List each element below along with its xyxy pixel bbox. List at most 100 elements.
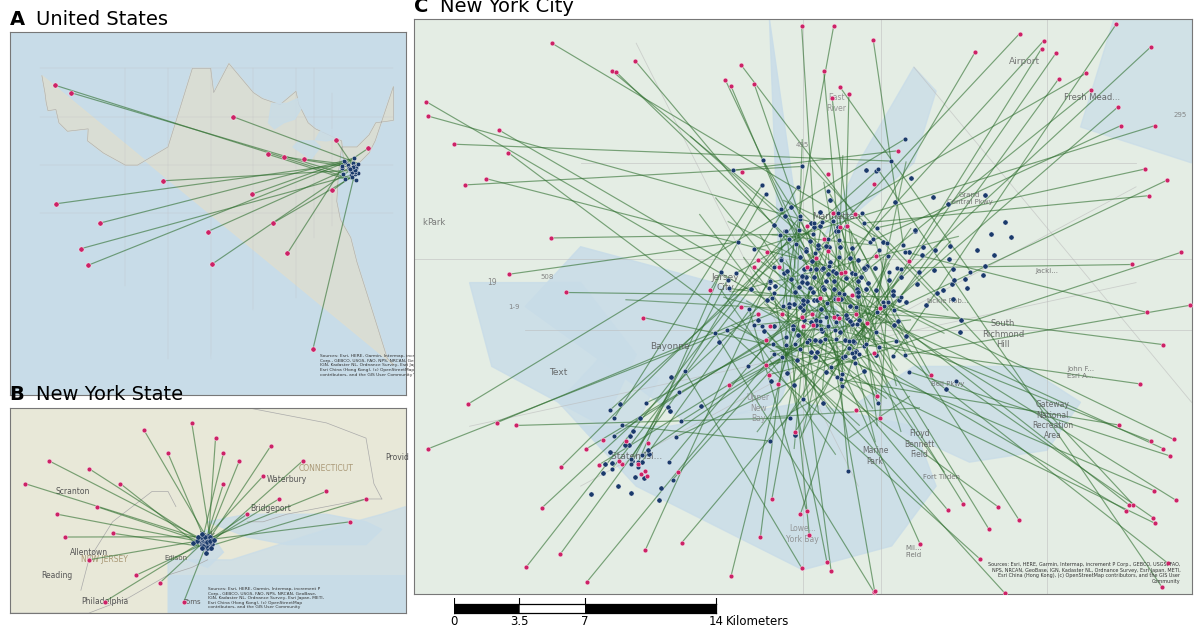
Text: Sources: Esri, HERE, Garmin, Intermap, increment P
Corp., GEBCO, USGS, FAO, NPS,: Sources: Esri, HERE, Garmin, Intermap, i… <box>320 354 437 377</box>
Point <box>1159 559 1178 569</box>
Text: Park: Park <box>427 218 445 227</box>
Point <box>800 347 820 358</box>
Text: A: A <box>10 10 25 29</box>
Point <box>874 300 893 311</box>
Text: Lowe...
York Bay: Lowe... York Bay <box>786 525 820 544</box>
Point <box>1106 19 1126 29</box>
Text: Marine
Park: Marine Park <box>862 446 888 466</box>
Point <box>896 297 916 307</box>
Point <box>818 186 838 196</box>
Point <box>193 533 212 543</box>
Point <box>833 381 852 391</box>
Point <box>883 286 902 296</box>
Point <box>810 336 829 346</box>
Point <box>844 352 863 362</box>
Point <box>864 35 883 45</box>
Point <box>866 307 886 317</box>
Point <box>732 166 751 177</box>
Point <box>816 240 835 250</box>
Point <box>803 287 822 297</box>
Point <box>848 275 868 286</box>
Point <box>869 342 888 352</box>
Point <box>95 596 114 607</box>
Point <box>346 169 365 179</box>
Point <box>344 153 364 163</box>
Point <box>827 317 846 327</box>
Point <box>196 541 215 551</box>
Point <box>718 275 737 285</box>
Point <box>791 252 810 262</box>
Point <box>820 241 839 252</box>
Point <box>869 245 888 256</box>
Point <box>342 166 361 177</box>
Point <box>551 549 570 559</box>
Point <box>340 165 359 175</box>
Point <box>905 226 924 236</box>
Text: Provid: Provid <box>385 453 409 462</box>
Point <box>814 66 833 76</box>
Text: Bayonne: Bayonne <box>649 342 689 351</box>
Point <box>719 283 738 293</box>
Text: 0: 0 <box>450 615 457 629</box>
Point <box>198 534 217 544</box>
Point <box>976 190 995 200</box>
Point <box>826 294 845 304</box>
Point <box>629 462 648 473</box>
Point <box>199 539 218 549</box>
Point <box>976 261 995 271</box>
Point <box>48 509 67 519</box>
Point <box>192 542 211 553</box>
Point <box>764 288 784 299</box>
Point <box>203 535 222 546</box>
Point <box>346 175 365 186</box>
Point <box>1139 191 1158 201</box>
Point <box>103 528 122 539</box>
Point <box>629 456 648 467</box>
Point <box>878 297 898 307</box>
Point <box>828 225 847 236</box>
Point <box>738 360 757 370</box>
Point <box>894 239 913 250</box>
Text: Scranton: Scranton <box>55 487 90 496</box>
Point <box>1009 515 1028 525</box>
Point <box>808 243 827 254</box>
Point <box>622 459 641 469</box>
Point <box>840 317 859 327</box>
Point <box>622 454 641 464</box>
Point <box>944 293 964 304</box>
Point <box>839 465 858 476</box>
Point <box>814 282 833 293</box>
Point <box>824 21 844 31</box>
Point <box>845 347 864 357</box>
Point <box>864 178 883 189</box>
Point <box>868 397 887 408</box>
Point <box>776 226 796 236</box>
Point <box>882 156 901 166</box>
Polygon shape <box>584 603 716 612</box>
Point <box>238 509 257 519</box>
Point <box>812 264 832 274</box>
Point <box>866 251 886 261</box>
Point <box>955 273 974 284</box>
Point <box>676 366 695 376</box>
Point <box>214 479 233 489</box>
Point <box>326 135 346 145</box>
Point <box>79 464 98 474</box>
Point <box>806 315 826 325</box>
Text: 508: 508 <box>541 273 554 280</box>
Point <box>823 208 842 218</box>
Point <box>332 163 352 173</box>
Point <box>803 309 822 319</box>
Point <box>593 467 612 478</box>
Point <box>197 537 216 547</box>
Point <box>752 180 772 190</box>
Point <box>829 252 848 263</box>
Point <box>791 344 810 354</box>
Point <box>791 214 810 224</box>
Point <box>910 267 929 277</box>
Point <box>806 265 826 275</box>
Point <box>744 261 763 272</box>
Point <box>764 262 784 272</box>
Point <box>294 154 313 164</box>
Point <box>638 437 658 447</box>
